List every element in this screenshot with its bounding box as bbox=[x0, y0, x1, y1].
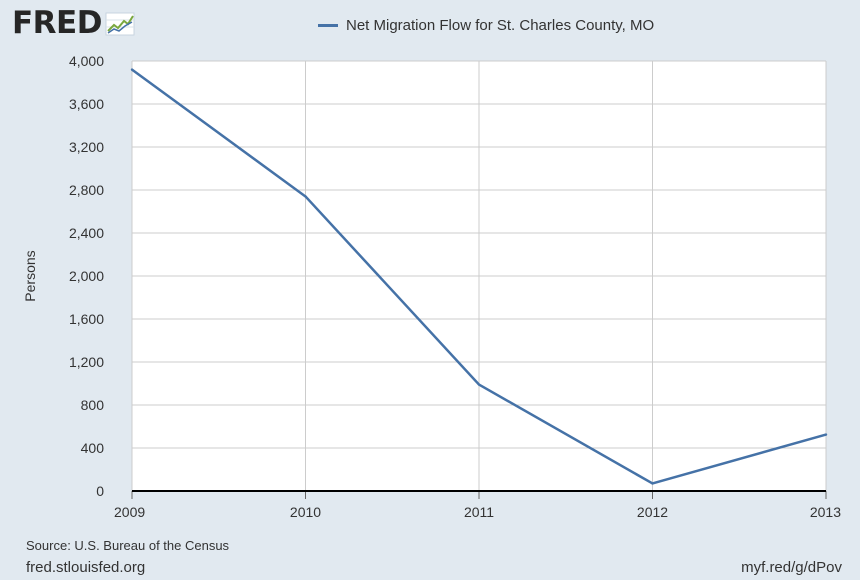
logo-graph-icon bbox=[105, 12, 135, 35]
legend-label: Net Migration Flow for St. Charles Count… bbox=[346, 17, 655, 34]
short-url-link[interactable]: myf.red/g/dPov bbox=[741, 559, 842, 576]
data-point[interactable] bbox=[130, 68, 134, 71]
chart-legend: Net Migration Flow for St. Charles Count… bbox=[318, 17, 654, 34]
x-tick-label: 2011 bbox=[464, 504, 494, 520]
x-tick-labels: 2009 2010 2011 2012 2013 bbox=[114, 491, 841, 520]
y-tick-label: 800 bbox=[81, 397, 105, 413]
fred-logo[interactable]: FRED bbox=[12, 8, 135, 39]
source-note: Source: U.S. Bureau of the Census bbox=[26, 538, 230, 553]
y-tick-label: 400 bbox=[81, 440, 105, 456]
x-tick-label: 2009 bbox=[114, 504, 145, 520]
y-tick-label: 4,000 bbox=[69, 53, 104, 69]
y-tick-label: 1,600 bbox=[69, 311, 104, 327]
data-point[interactable] bbox=[477, 383, 481, 386]
y-tick-label: 3,600 bbox=[69, 96, 104, 112]
y-tick-label: 3,200 bbox=[69, 139, 104, 155]
logo-text: FRED bbox=[12, 5, 102, 41]
y-tick-label: 2,800 bbox=[69, 182, 104, 198]
x-tick-label: 2013 bbox=[810, 504, 841, 520]
series-group bbox=[130, 68, 828, 485]
x-tick-label: 2010 bbox=[290, 504, 321, 520]
legend-swatch bbox=[318, 24, 338, 27]
y-axis-label: Persons bbox=[22, 250, 38, 301]
y-tick-label: 2,400 bbox=[69, 225, 104, 241]
data-point[interactable] bbox=[824, 433, 828, 436]
y-tick-label: 1,200 bbox=[69, 354, 104, 370]
x-tick-label: 2012 bbox=[637, 504, 668, 520]
data-point[interactable] bbox=[651, 482, 654, 485]
data-point[interactable] bbox=[304, 195, 307, 198]
y-tick-label: 2,000 bbox=[69, 268, 104, 284]
site-link[interactable]: fred.stlouisfed.org bbox=[26, 559, 146, 576]
y-tick-label: 0 bbox=[96, 483, 104, 499]
grid-lines bbox=[131, 60, 827, 492]
y-tick-labels: 0 400 800 1,200 1,600 2,000 2,400 2,800 3,200 3,6… bbox=[69, 53, 104, 499]
